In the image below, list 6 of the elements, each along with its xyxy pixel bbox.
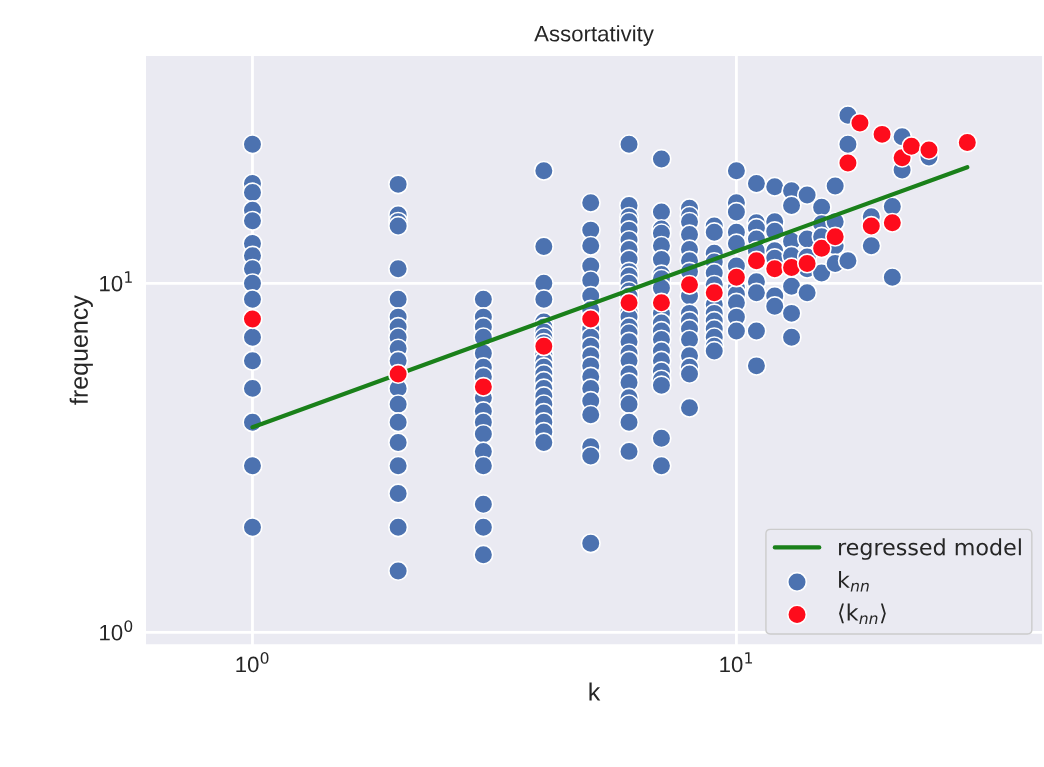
chart-title: Assortativity (534, 25, 654, 46)
y-axis-title: frequency (69, 295, 93, 405)
x-axis-title: k (589, 682, 601, 701)
legend-label: regressed model (839, 538, 1021, 560)
legend-label: ⟨k$_{nn}$⟩ (839, 603, 886, 625)
legend-label: k$_{nn}$ (839, 570, 869, 592)
